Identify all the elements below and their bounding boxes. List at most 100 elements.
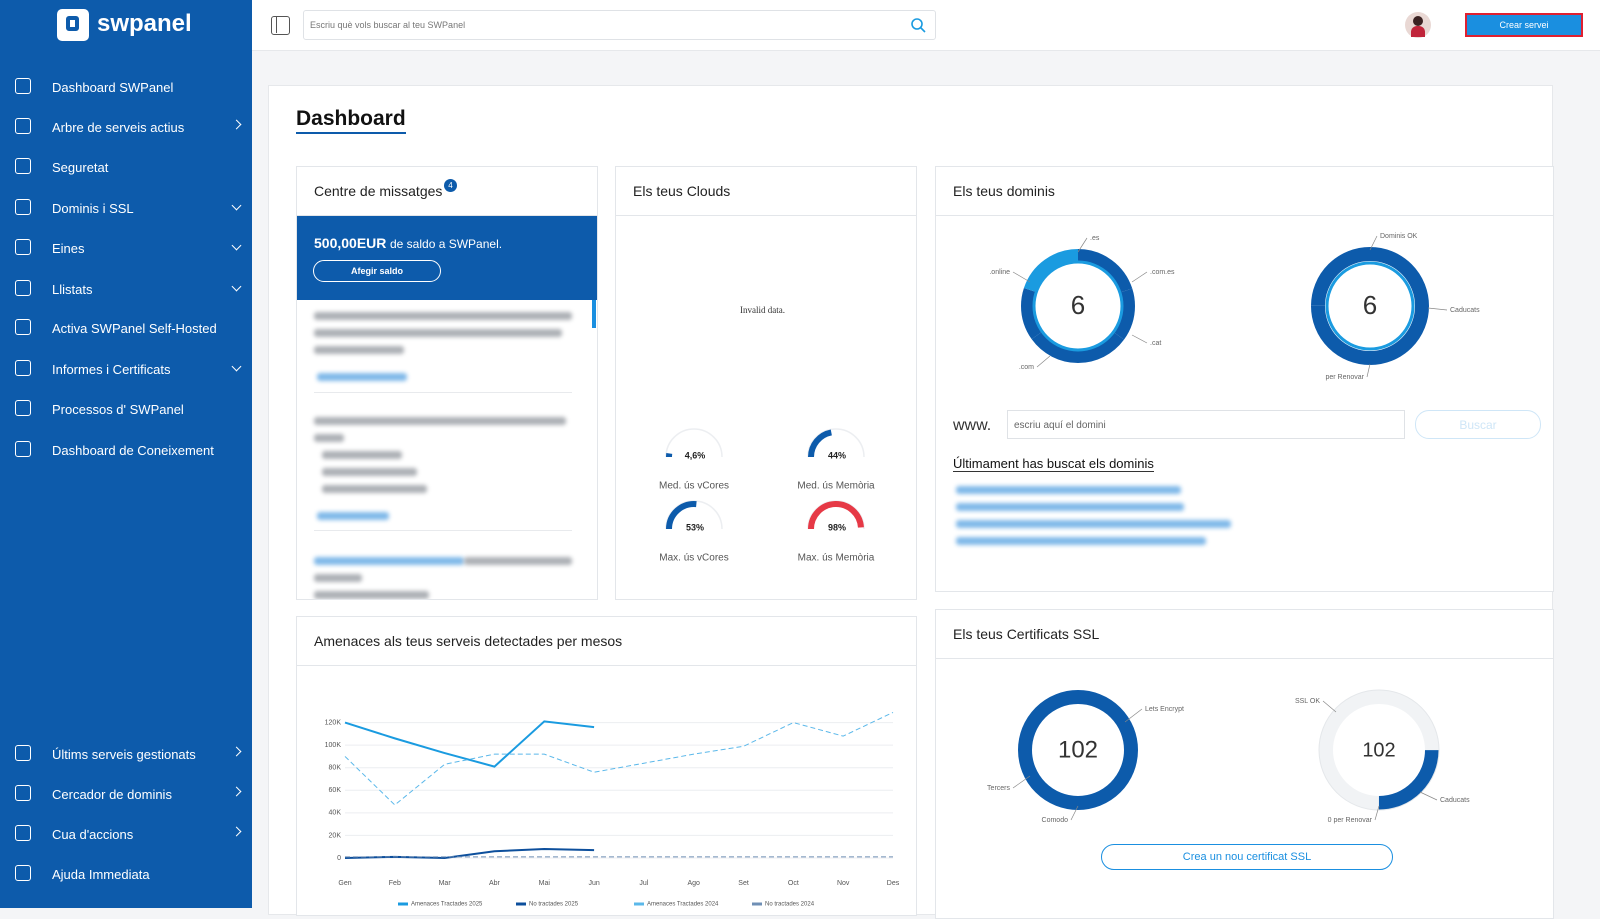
blurred-link [314, 557, 464, 565]
menu-item[interactable]: Llistats [0, 271, 252, 307]
menu-icon [15, 825, 31, 841]
panel-title: Els teus Clouds [633, 183, 730, 199]
separator [314, 392, 572, 393]
menu-item[interactable]: Dominis i SSL [0, 190, 252, 226]
blurred-text [314, 574, 362, 582]
menu-icon [15, 745, 31, 761]
menu-item[interactable]: Dashboard SWPanel [0, 69, 252, 105]
menu-chevron [232, 282, 242, 292]
blurred-text [314, 312, 572, 320]
collapse-icon [276, 17, 277, 33]
topbar: Escriu què vols buscar al teu SWPanel Cr… [252, 0, 1600, 51]
collapse-button[interactable] [271, 16, 290, 35]
domain-input-placeholder: escriu aquí el domini [1014, 420, 1106, 431]
create-service-button[interactable]: Crear servei [1465, 13, 1583, 37]
message-badge: 4 [444, 179, 457, 192]
sidebar: swpanel Dashboard SWPanel Arbre de servei… [0, 0, 252, 908]
menu-chevron [232, 241, 242, 251]
menu-item[interactable]: Últims serveis gestionats [0, 736, 252, 772]
clouds-panel: Els teus Clouds Invalid data. [615, 166, 917, 600]
balance-text: de saldo a SWPanel. [390, 237, 502, 251]
panel-title: Els teus dominis [953, 183, 1055, 199]
menu-chevron [232, 747, 242, 757]
brand: swpanel [97, 10, 192, 38]
blurred-text [314, 346, 404, 354]
menu-chevron [232, 827, 242, 837]
menu-label: Dashboard de Coneixement [52, 443, 214, 458]
menu-item[interactable]: Activa SWPanel Self-Hosted [0, 310, 252, 346]
blurred-text [322, 451, 402, 459]
menu-icon [15, 400, 31, 416]
domain-input[interactable]: escriu aquí el domini [1007, 410, 1405, 439]
menu-item[interactable]: Informes i Certificats [0, 351, 252, 387]
menu-icon [15, 239, 31, 255]
blurred-list [956, 537, 1206, 545]
blurred-text [322, 485, 427, 493]
balance-box: 500,00EUR de saldo a SWPanel. Afegir sal… [297, 216, 598, 300]
create-ssl-button[interactable]: Crea un nou certificat SSL [1101, 844, 1393, 870]
avatar[interactable] [1405, 12, 1431, 38]
panel-divider [936, 658, 1553, 659]
menu-label: Llistats [52, 282, 92, 297]
avatar-head [1413, 16, 1423, 26]
menu-label: Dashboard SWPanel [52, 80, 173, 95]
blurred-text [322, 468, 417, 476]
menu-icon [15, 441, 31, 457]
panel-title: Els teus Certificats SSL [953, 626, 1099, 642]
search-domain-button[interactable]: Buscar [1415, 410, 1541, 439]
menu-label: Seguretat [52, 160, 108, 175]
menu-item[interactable]: Cua d'accions [0, 816, 252, 852]
balance-amount: 500,00EUR [314, 235, 386, 251]
menu-item[interactable]: Eines [0, 230, 252, 266]
invalid-data-note: Invalid data. [740, 305, 785, 315]
menu-item[interactable]: Ajuda Immediata [0, 856, 252, 892]
search-icon-handle [921, 28, 925, 32]
messages-panel: Centre de missatges 4 500,00EUR de saldo… [296, 166, 598, 600]
blurred-text [464, 557, 572, 565]
panel-title: Centre de missatges [314, 183, 442, 199]
search-placeholder: Escriu què vols buscar al teu SWPanel [310, 20, 465, 30]
menu-label: Cercador de dominis [52, 787, 172, 802]
blurred-list [956, 503, 1184, 511]
menu-label: Informes i Certificats [52, 362, 170, 377]
search-icon [910, 17, 926, 33]
blurred-text [314, 434, 344, 442]
menu-item[interactable]: Processos d' SWPanel [0, 391, 252, 427]
blurred-link [317, 373, 407, 381]
domains-panel: Els teus dominis www. escriu aquí el dom… [935, 166, 1554, 592]
ssl-panel: Els teus Certificats SSL Crea un nou cer… [935, 609, 1554, 919]
menu-label: Arbre de serveis actius [52, 120, 184, 135]
menu-item[interactable]: Arbre de serveis actius [0, 109, 252, 145]
page-title: Dashboard [296, 107, 406, 134]
search-box[interactable]: Escriu què vols buscar al teu SWPanel [303, 10, 936, 40]
menu-label: Últims serveis gestionats [52, 747, 196, 762]
menu-label: Cua d'accions [52, 827, 133, 842]
www-label: www. [953, 417, 991, 435]
logo-icon [57, 9, 89, 41]
menu-icon [15, 865, 31, 881]
threats-panel: Amenaces als teus serveis detectades per… [296, 616, 917, 916]
menu-item[interactable]: Dashboard de Coneixement [0, 432, 252, 468]
menu-label: Dominis i SSL [52, 201, 134, 216]
menu-icon [15, 199, 31, 215]
blurred-text [314, 417, 566, 425]
blurred-text [314, 591, 429, 599]
menu-item[interactable]: Cercador de dominis [0, 776, 252, 812]
blurred-list [956, 486, 1181, 494]
logo-mark [66, 16, 79, 31]
blurred-link [317, 512, 389, 520]
menu-label: Ajuda Immediata [52, 867, 150, 882]
panel-divider [936, 215, 1553, 216]
menu-icon [15, 158, 31, 174]
menu-chevron [232, 120, 242, 130]
add-balance-button[interactable]: Afegir saldo [313, 260, 441, 282]
menu-icon [15, 78, 31, 94]
menu-chevron [232, 362, 242, 372]
search-icon-circle [912, 19, 922, 29]
menu-item[interactable]: Seguretat [0, 149, 252, 185]
scrollbar [592, 300, 596, 328]
panel-divider [297, 665, 916, 666]
recent-title: Últimament has buscat els dominis [953, 456, 1154, 472]
blurred-text [314, 329, 562, 337]
menu-label: Processos d' SWPanel [52, 402, 184, 417]
